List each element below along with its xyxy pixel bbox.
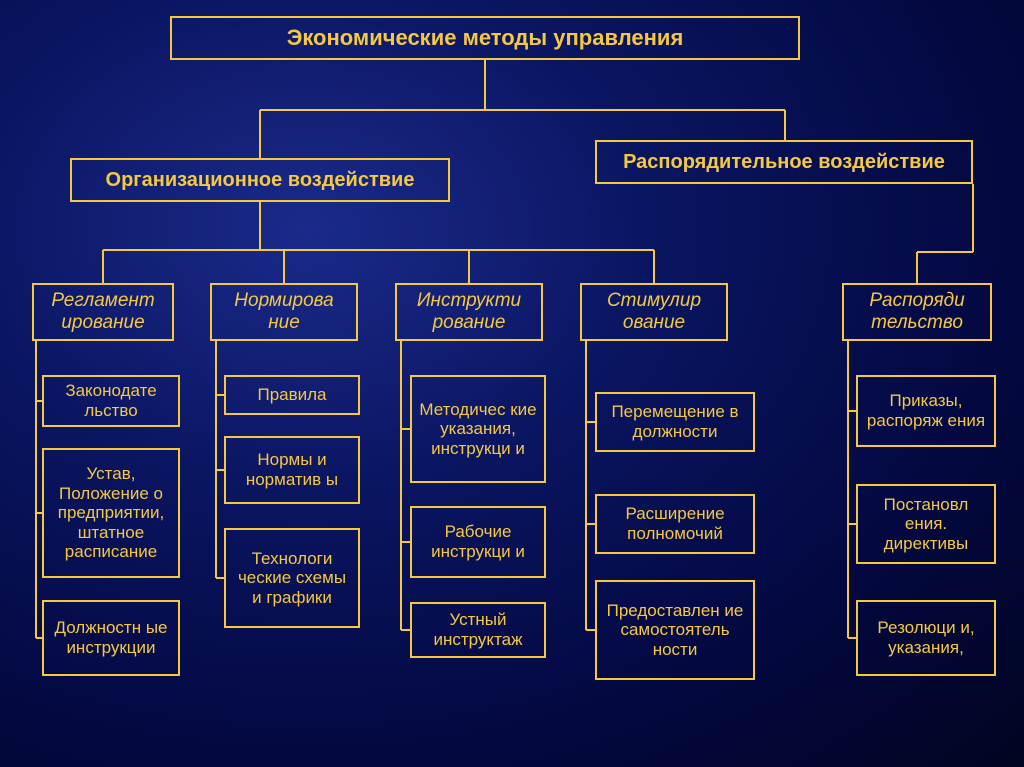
leaf-node-c5-2: Резолюци и, указания,	[856, 600, 996, 676]
leaf-node-c3-1: Рабочие инструкци и	[410, 506, 546, 578]
leaf-node-c1-1: Устав, Положение о предприятии, штатное …	[42, 448, 180, 578]
leaf-node-c5-1: Постановл ения. директивы	[856, 484, 996, 564]
leaf-node-c2-2: Технологи ческие схемы и графики	[224, 528, 360, 628]
leaf-node-c4-1: Расширение полномочий	[595, 494, 755, 554]
root-node: Экономические методы управления	[170, 16, 800, 60]
category-node-c4: Стимулир ование	[580, 283, 728, 341]
category-node-c3: Инструкти рование	[395, 283, 543, 341]
level2-node-org: Организационное воздействие	[70, 158, 450, 202]
leaf-node-c1-2: Должностн ые инструкции	[42, 600, 180, 676]
category-node-c2: Нормирова ние	[210, 283, 358, 341]
leaf-node-c4-2: Предоставлен ие самостоятель ности	[595, 580, 755, 680]
category-node-c1: Регламент ирование	[32, 283, 174, 341]
leaf-node-c2-1: Нормы и норматив ы	[224, 436, 360, 504]
category-node-c5: Распоряди тельство	[842, 283, 992, 341]
leaf-node-c3-2: Устный инструктаж	[410, 602, 546, 658]
leaf-node-c1-0: Законодате льство	[42, 375, 180, 427]
leaf-node-c4-0: Перемещение в должности	[595, 392, 755, 452]
level2-node-rasp: Распорядительное воздействие	[595, 140, 973, 184]
leaf-node-c5-0: Приказы, распоряж ения	[856, 375, 996, 447]
leaf-node-c2-0: Правила	[224, 375, 360, 415]
leaf-node-c3-0: Методичес кие указания, инструкци и	[410, 375, 546, 483]
